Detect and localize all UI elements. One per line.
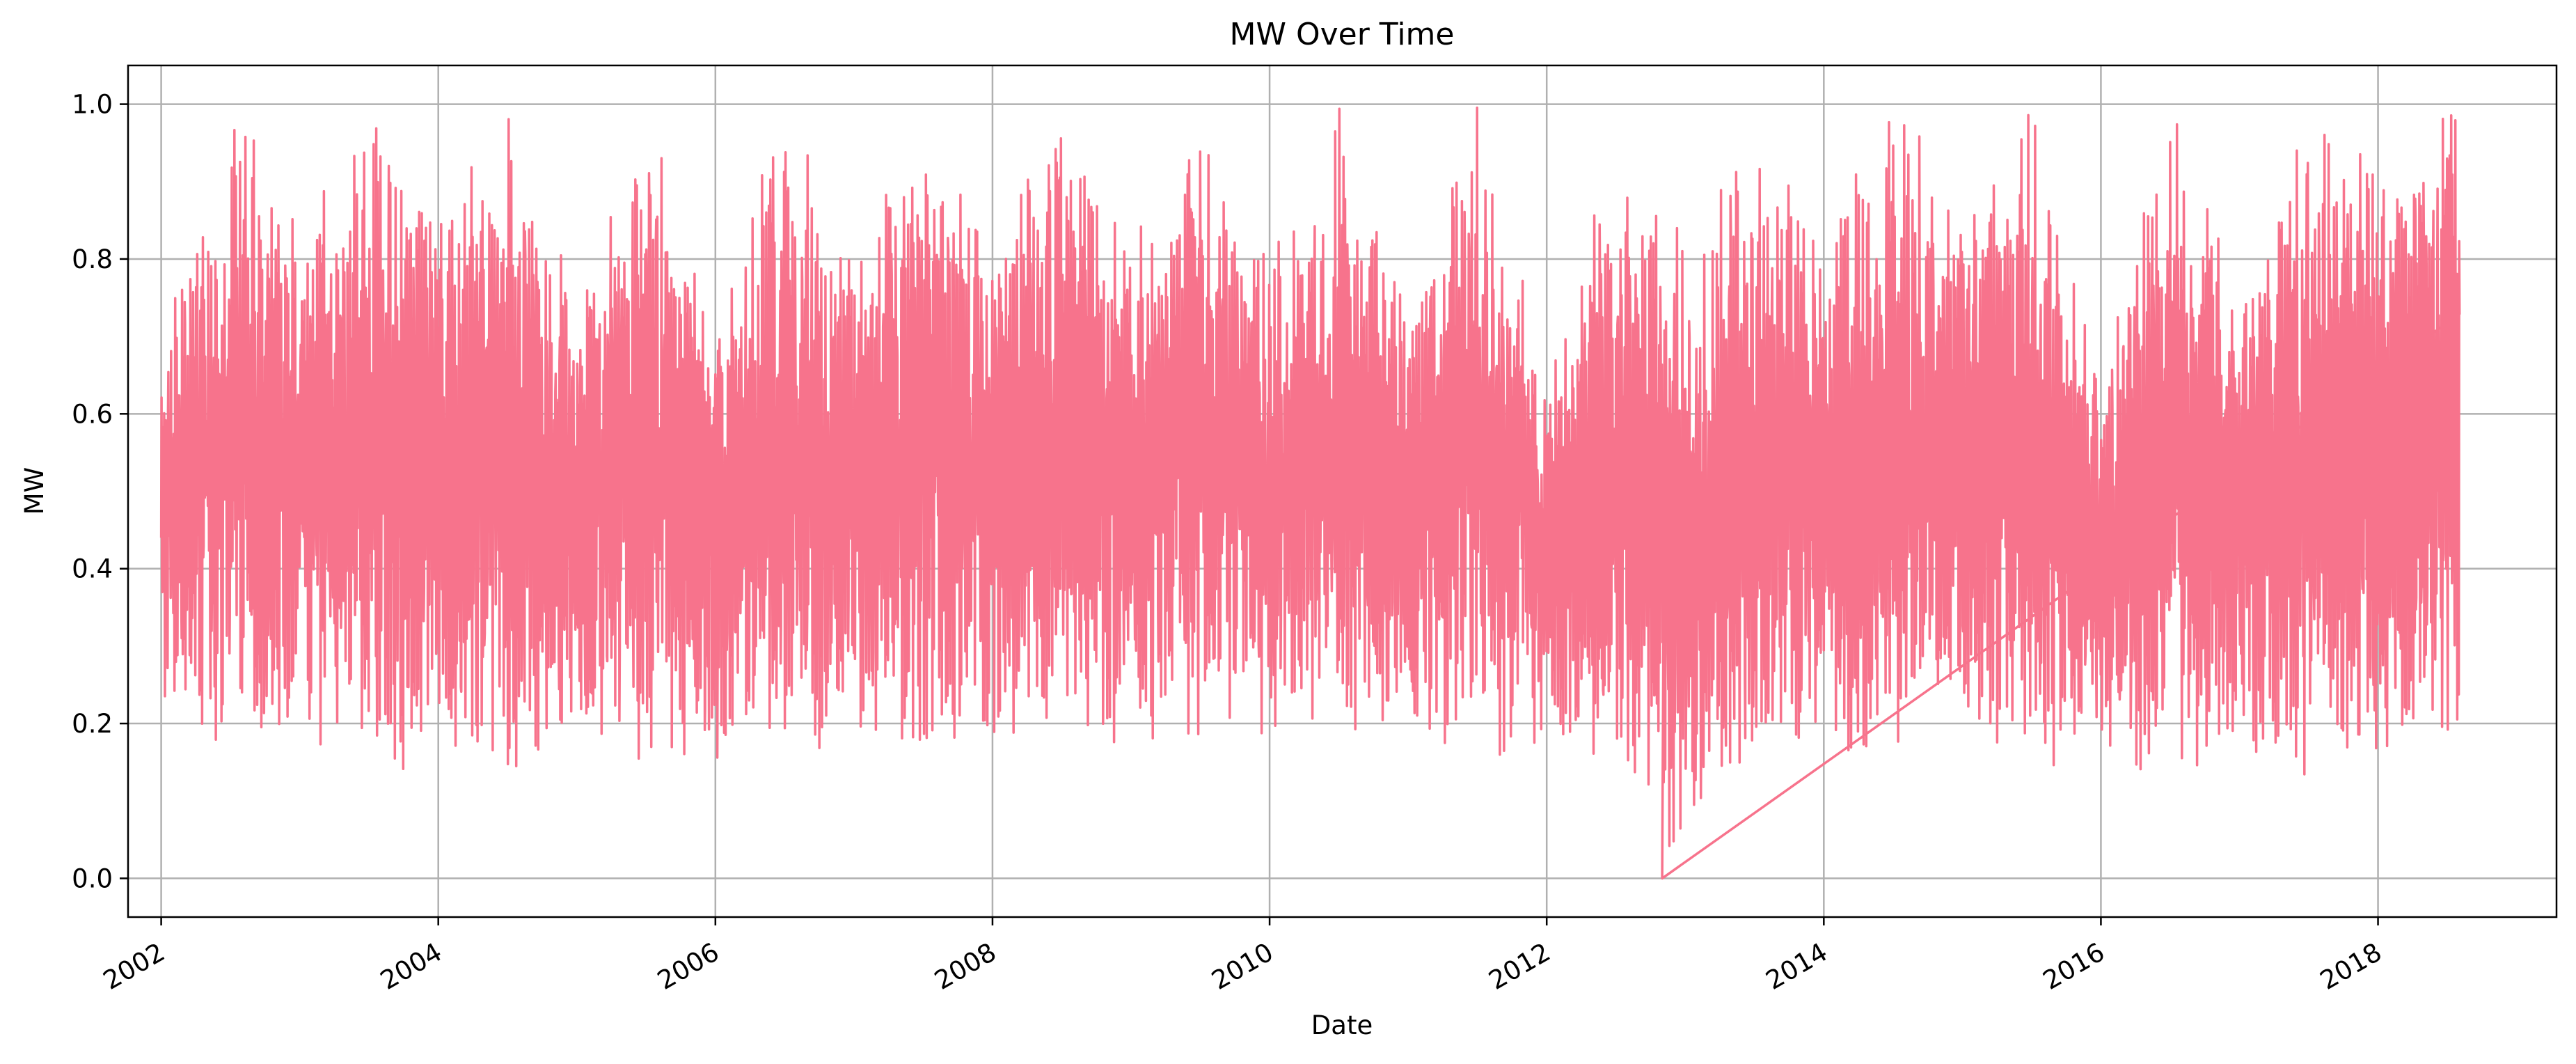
plot-frame bbox=[127, 64, 2558, 918]
y-tick-label: 1.0 bbox=[72, 90, 113, 120]
y-axis-label: MW bbox=[19, 467, 49, 515]
y-tick-label: 0.6 bbox=[72, 399, 113, 429]
y-tick-label: 0.8 bbox=[72, 244, 113, 274]
chart-title: MW Over Time bbox=[1230, 17, 1455, 52]
y-tick-label: 0.0 bbox=[72, 863, 113, 893]
y-tick-label: 0.2 bbox=[72, 709, 113, 739]
series-layer bbox=[159, 106, 2461, 880]
y-tick-label: 0.4 bbox=[72, 554, 113, 584]
mw-series-line bbox=[159, 106, 2461, 880]
x-axis-label: Date bbox=[1311, 1010, 1373, 1040]
